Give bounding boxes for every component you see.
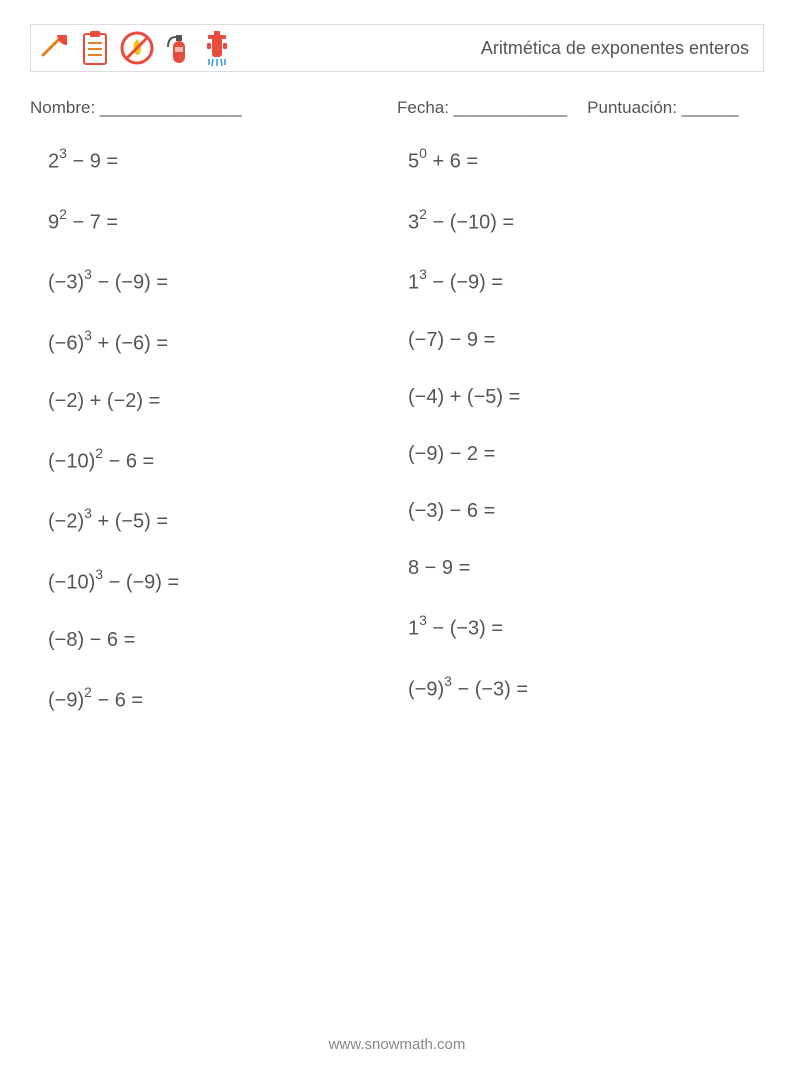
problem-expression: (−9)3 − (−3) = xyxy=(408,676,754,700)
no-fire-icon xyxy=(119,30,155,66)
problem-expression: (−2) + (−2) = xyxy=(48,391,394,411)
problem-expression: (−6)3 + (−6) = xyxy=(48,330,394,354)
problem-expression: (−10)2 − 6 = xyxy=(48,448,394,472)
problems-area: 23 − 9 = 92 − 7 = (−3)3 − (−9) = (−6)3 + (−… xyxy=(48,148,754,710)
problem-expression: (−3) − 6 = xyxy=(408,501,754,521)
extinguisher-icon xyxy=(163,29,193,67)
problems-column-right: 50 + 6 = 32 − (−10) = 13 − (−9) = (−7) − 9 … xyxy=(394,148,754,710)
problems-column-left: 23 − 9 = 92 − 7 = (−3)3 − (−9) = (−6)3 + (−… xyxy=(48,148,394,710)
problem-expression: (−8) − 6 = xyxy=(48,630,394,650)
problem-expression: 50 + 6 = xyxy=(408,148,754,172)
date-field: Fecha: ____________ xyxy=(397,98,567,118)
problem-expression: (−7) − 9 = xyxy=(408,330,754,350)
problem-expression: (−2)3 + (−5) = xyxy=(48,508,394,532)
name-field: Nombre: _______________ xyxy=(30,98,397,118)
problem-expression: (−9)2 − 6 = xyxy=(48,687,394,711)
problem-expression: (−4) + (−5) = xyxy=(408,387,754,407)
hydrant-icon xyxy=(201,29,233,67)
problem-expression: (−3)3 − (−9) = xyxy=(48,269,394,293)
footer-url: www.snowmath.com xyxy=(0,1036,794,1053)
clipboard-icon xyxy=(79,30,111,66)
problem-expression: 13 − (−9) = xyxy=(408,269,754,293)
header-icons xyxy=(37,29,233,67)
problem-expression: 13 − (−3) = xyxy=(408,615,754,639)
problem-expression: 8 − 9 = xyxy=(408,558,754,578)
worksheet-title: Aritmética de exponentes enteros xyxy=(481,38,749,59)
problem-expression: 32 − (−10) = xyxy=(408,209,754,233)
problem-expression: (−10)3 − (−9) = xyxy=(48,569,394,593)
header-bar: Aritmética de exponentes enteros xyxy=(30,24,764,72)
problem-expression: 23 − 9 = xyxy=(48,148,394,172)
score-field: Puntuación: ______ xyxy=(587,98,738,118)
axe-icon xyxy=(37,31,71,65)
info-row: Nombre: _______________ Fecha: _________… xyxy=(30,98,764,118)
problem-expression: 92 − 7 = xyxy=(48,209,394,233)
problem-expression: (−9) − 2 = xyxy=(408,444,754,464)
